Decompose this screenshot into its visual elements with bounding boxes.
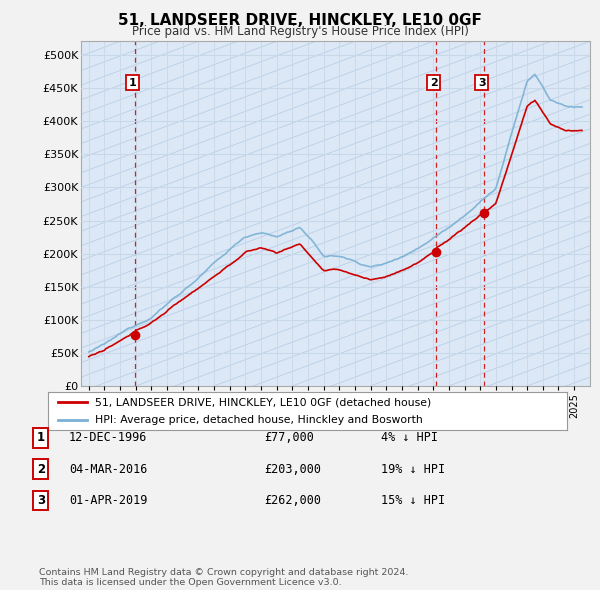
Text: £262,000: £262,000 [264,494,321,507]
Text: £203,000: £203,000 [264,463,321,476]
Text: 01-APR-2019: 01-APR-2019 [69,494,148,507]
Text: 1: 1 [129,78,137,88]
Text: 51, LANDSEER DRIVE, HINCKLEY, LE10 0GF: 51, LANDSEER DRIVE, HINCKLEY, LE10 0GF [118,13,482,28]
Text: 3: 3 [37,494,45,507]
Text: 3: 3 [478,78,485,88]
Text: 19% ↓ HPI: 19% ↓ HPI [381,463,445,476]
Text: 12-DEC-1996: 12-DEC-1996 [69,431,148,444]
Text: 2: 2 [37,463,45,476]
Text: Contains HM Land Registry data © Crown copyright and database right 2024.
This d: Contains HM Land Registry data © Crown c… [39,568,409,587]
Text: 4% ↓ HPI: 4% ↓ HPI [381,431,438,444]
Text: 51, LANDSEER DRIVE, HINCKLEY, LE10 0GF (detached house): 51, LANDSEER DRIVE, HINCKLEY, LE10 0GF (… [95,398,431,407]
Text: HPI: Average price, detached house, Hinckley and Bosworth: HPI: Average price, detached house, Hinc… [95,415,422,425]
Text: £77,000: £77,000 [264,431,314,444]
Text: Price paid vs. HM Land Registry's House Price Index (HPI): Price paid vs. HM Land Registry's House … [131,25,469,38]
Text: 1: 1 [37,431,45,444]
Text: 15% ↓ HPI: 15% ↓ HPI [381,494,445,507]
Text: 2: 2 [430,78,437,88]
Text: 04-MAR-2016: 04-MAR-2016 [69,463,148,476]
